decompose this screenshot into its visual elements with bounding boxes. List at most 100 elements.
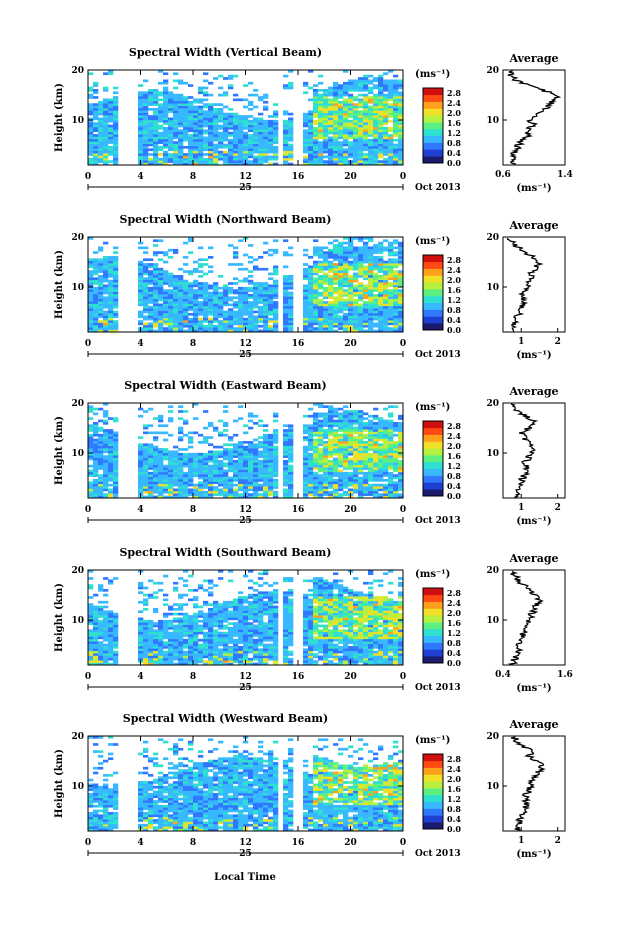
heatmap-cell — [203, 291, 209, 295]
heatmap-cell — [328, 296, 334, 300]
heatmap-cell — [183, 138, 189, 142]
heatmap-cell — [328, 327, 334, 330]
heatmap-cell — [168, 469, 174, 473]
heatmap-cell — [288, 303, 294, 307]
heatmap-cell — [263, 284, 269, 288]
heatmap-cell — [258, 479, 264, 482]
heatmap-cell — [178, 493, 184, 496]
heatmap-cell — [313, 443, 319, 447]
heatmap-cell — [373, 464, 379, 468]
heatmap-cell — [93, 162, 99, 166]
heatmap-cell — [163, 96, 169, 99]
heatmap-cell — [273, 445, 279, 449]
heatmap-cell — [303, 131, 309, 135]
heatmap-cell — [338, 86, 344, 90]
heatmap-cell — [93, 448, 99, 451]
heatmap-cell — [398, 493, 404, 496]
heatmap-cell — [388, 70, 394, 73]
heatmap-cell — [373, 153, 379, 156]
heatmap-cell — [223, 455, 229, 458]
heatmap-cell — [188, 294, 194, 297]
heatmap-cell — [143, 267, 149, 271]
heatmap-cell — [383, 464, 389, 468]
heatmap-cell — [343, 265, 349, 269]
heatmap-cell — [153, 479, 159, 482]
heatmap-cell — [373, 136, 379, 140]
heatmap-cell — [168, 460, 174, 463]
heatmap-cell — [353, 286, 359, 290]
heatmap-cell — [223, 160, 229, 163]
heatmap-cell — [343, 486, 349, 489]
heatmap-cell — [178, 431, 184, 435]
heatmap-cell — [198, 294, 204, 297]
heatmap-cell — [203, 481, 209, 485]
heatmap-cell — [198, 153, 204, 156]
heatmap-cell — [88, 495, 94, 499]
heatmap-cell — [163, 100, 169, 104]
heatmap-cell — [88, 284, 94, 288]
heatmap-cell — [378, 457, 384, 461]
heatmap-cell — [93, 117, 99, 121]
heatmap-cell — [393, 157, 399, 161]
heatmap-cell — [353, 124, 359, 128]
heatmap-cell — [223, 124, 229, 128]
heatmap-cell — [108, 294, 114, 297]
heatmap-cell — [328, 448, 334, 451]
heatmap-cell — [188, 471, 194, 475]
heatmap-cell — [368, 305, 374, 309]
heatmap-cell — [398, 308, 404, 311]
heatmap-cell — [168, 153, 174, 156]
heatmap-cell — [183, 117, 189, 121]
heatmap-cell — [168, 457, 174, 461]
heatmap-cell — [398, 322, 404, 326]
heatmap-cell — [88, 286, 94, 290]
heatmap-cell — [248, 162, 254, 166]
heatmap-cell — [303, 450, 309, 454]
heatmap-cell — [388, 155, 394, 159]
heatmap-cell — [93, 122, 99, 125]
heatmap-cell — [338, 305, 344, 309]
heatmap-cell — [328, 263, 334, 266]
heatmap-cell — [218, 490, 224, 494]
heatmap-cell — [388, 322, 394, 326]
heatmap-cell — [268, 277, 274, 281]
heatmap-cell — [283, 119, 289, 123]
heatmap-cell — [158, 277, 164, 281]
heatmap-cell — [263, 457, 269, 461]
heatmap-cell — [223, 289, 229, 292]
heatmap-cell — [373, 462, 379, 466]
heatmap-cell — [328, 150, 334, 154]
heatmap-cell — [393, 303, 399, 307]
heatmap-cell — [348, 457, 354, 461]
heatmap-cell — [163, 320, 169, 323]
heatmap-cell — [303, 462, 309, 466]
heatmap-cell — [328, 260, 334, 264]
heatmap-cell — [283, 112, 289, 116]
heatmap-cell — [333, 157, 339, 161]
heatmap-cell — [323, 122, 329, 125]
heatmap-cell — [393, 263, 399, 266]
heatmap-cell — [268, 136, 274, 140]
heatmap-cell — [98, 303, 104, 307]
heatmap-cell — [343, 320, 349, 323]
heatmap-cell — [223, 136, 229, 140]
heatmap-cell — [373, 267, 379, 271]
heatmap-cell — [208, 146, 214, 149]
heatmap-cell — [288, 436, 294, 439]
heatmap-cell — [253, 289, 259, 292]
heatmap-cell — [333, 115, 339, 118]
heatmap-cell — [168, 96, 174, 99]
heatmap-cell — [228, 84, 234, 87]
heatmap-cell — [193, 417, 199, 420]
heatmap-cell — [243, 469, 249, 473]
heatmap-cell — [348, 110, 354, 114]
heatmap-cell — [308, 134, 314, 137]
heatmap-cell — [148, 296, 154, 300]
heatmap-cell — [383, 301, 389, 304]
heatmap-cell — [158, 483, 164, 487]
heatmap-cell — [243, 460, 249, 463]
heatmap-cell — [383, 98, 389, 102]
heatmap-cell — [283, 490, 289, 494]
heatmap-cell — [313, 98, 319, 102]
heatmap-cell — [303, 81, 309, 85]
